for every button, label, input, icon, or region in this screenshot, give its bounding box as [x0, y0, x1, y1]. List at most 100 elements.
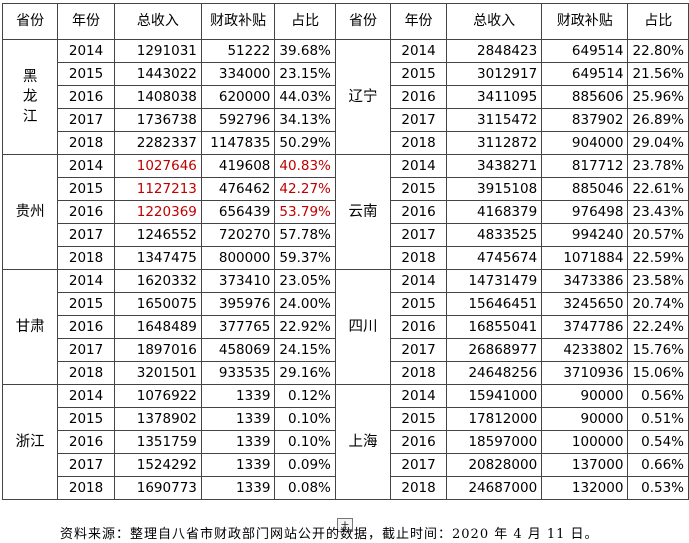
- subsidy-cell: 476462: [200, 177, 276, 201]
- income-cell: 24648256: [445, 361, 543, 385]
- subsidy-cell: 1147835: [200, 131, 276, 155]
- header-cell-income-left: 总收入: [113, 3, 202, 40]
- subsidy-cell: 100000: [541, 430, 629, 454]
- year-cell: 2018: [390, 131, 447, 155]
- subsidy-cell: 994240: [541, 223, 629, 247]
- province-name: 云南: [348, 204, 378, 220]
- subsidy-cell: 649514: [541, 39, 629, 63]
- income-cell: 15646451: [445, 292, 543, 316]
- subsidy-cell: 885606: [541, 85, 629, 109]
- subsidy-cell: 1339: [200, 476, 276, 500]
- header-cell-province-left: 省份: [1, 3, 59, 40]
- year-cell: 2017: [57, 223, 115, 247]
- income-cell: 26868977: [445, 338, 543, 362]
- subsidy-cell: 1339: [200, 430, 276, 454]
- ratio-cell: 0.51%: [627, 407, 689, 431]
- income-cell: 3915108: [445, 177, 543, 201]
- year-cell: 2016: [57, 200, 115, 224]
- ratio-cell: 22.61%: [627, 177, 689, 201]
- ratio-cell: 20.57%: [627, 223, 689, 247]
- year-cell: 2017: [390, 453, 447, 477]
- province-cell-right: 云南: [334, 154, 392, 270]
- table-row: 2015 1650075 395976 24.00% 2015 15646451 32456…: [3, 292, 689, 316]
- header-cell-province-right: 省份: [334, 3, 392, 40]
- province-name: 黑龙江: [22, 68, 38, 125]
- ratio-cell: 22.80%: [627, 39, 689, 63]
- ratio-cell: 20.74%: [627, 292, 689, 316]
- ratio-cell: 0.08%: [274, 476, 336, 500]
- year-cell: 2014: [57, 384, 115, 408]
- subsidy-cell: 3747786: [541, 315, 629, 339]
- ratio-cell: 21.56%: [627, 62, 689, 86]
- subsidy-cell: 334000: [200, 62, 276, 86]
- subsidy-cell: 51222: [200, 39, 276, 63]
- subsidy-cell: 800000: [200, 246, 276, 270]
- income-cell: 1690773: [113, 476, 202, 500]
- province-name: 辽宁: [348, 89, 378, 105]
- table-row: 2017 1524292 1339 0.09% 2017 20828000 137000 0.…: [3, 453, 689, 477]
- subsidy-cell: 458069: [200, 338, 276, 362]
- ratio-cell: 0.12%: [274, 384, 336, 408]
- income-cell: 24687000: [445, 476, 543, 500]
- subsidy-cell: 132000: [541, 476, 629, 500]
- ratio-cell: 29.04%: [627, 131, 689, 155]
- table-row: 甘肃 2014 1620332 373410 23.05% 四川 2014 14731479 3…: [1, 269, 689, 385]
- year-cell: 2016: [390, 315, 447, 339]
- ratio-cell: 40.83%: [274, 154, 336, 178]
- income-cell: 1027646: [113, 154, 202, 178]
- subsidy-cell: 904000: [541, 131, 629, 155]
- subsidy-cell: 885046: [541, 177, 629, 201]
- year-cell: 2014: [390, 269, 447, 293]
- subsidy-cell: 933535: [200, 361, 276, 385]
- ratio-cell: 15.76%: [627, 338, 689, 362]
- table-row: 贵州 2014 1027646 419608 40.83% 云南 2014 3438271 81…: [1, 154, 689, 270]
- year-cell: 2015: [57, 292, 115, 316]
- subsidy-cell: 1071884: [541, 246, 629, 270]
- province-cell-left: 黑龙江: [1, 39, 59, 155]
- income-cell: 1347475: [113, 246, 202, 270]
- ratio-cell: 23.78%: [627, 154, 689, 178]
- table-row: 2015 1443022 334000 23.15% 2015 3012917 649514…: [3, 62, 689, 86]
- income-cell: 3012917: [445, 62, 543, 86]
- subsidy-cell: 3710936: [541, 361, 629, 385]
- year-cell: 2016: [390, 200, 447, 224]
- income-cell: 3438271: [445, 154, 543, 178]
- year-cell: 2018: [390, 246, 447, 270]
- ratio-cell: 26.89%: [627, 108, 689, 132]
- subsidy-cell: 373410: [200, 269, 276, 293]
- subsidy-cell: 817712: [541, 154, 629, 178]
- ratio-cell: 53.79%: [274, 200, 336, 224]
- year-cell: 2018: [57, 361, 115, 385]
- ratio-cell: 22.24%: [627, 315, 689, 339]
- income-cell: 14731479: [445, 269, 543, 293]
- income-cell: 18597000: [445, 430, 543, 454]
- year-cell: 2014: [390, 384, 447, 408]
- income-cell: 1220369: [113, 200, 202, 224]
- province-name: 甘肃: [15, 319, 45, 335]
- province-name: 浙江: [15, 434, 45, 450]
- ratio-cell: 0.54%: [627, 430, 689, 454]
- year-cell: 2018: [390, 476, 447, 500]
- year-cell: 2015: [57, 177, 115, 201]
- ratio-cell: 0.66%: [627, 453, 689, 477]
- income-cell: 1736738: [113, 108, 202, 132]
- income-cell: 1443022: [113, 62, 202, 86]
- table-row: 2016 1351759 1339 0.10% 2016 18597000 100000 0.…: [3, 430, 689, 454]
- income-cell: 1648489: [113, 315, 202, 339]
- province-name: 贵州: [15, 204, 45, 220]
- subsidy-cell: 4233802: [541, 338, 629, 362]
- subsidy-cell: 592796: [200, 108, 276, 132]
- year-cell: 2015: [390, 292, 447, 316]
- ratio-cell: 34.13%: [274, 108, 336, 132]
- subsidy-table: 省份 年份 总收入 财政补贴 占比 省份 年份 总收入 财政补贴 占比 黑龙江 2…: [1, 3, 689, 500]
- subsidy-cell: 395976: [200, 292, 276, 316]
- year-cell: 2017: [57, 338, 115, 362]
- year-cell: 2017: [390, 108, 447, 132]
- province-name: 四川: [348, 319, 378, 335]
- income-cell: 1620332: [113, 269, 202, 293]
- table-row: 2016 1648489 377765 22.92% 2016 16855041 37477…: [3, 315, 689, 339]
- table-move-handle[interactable]: +: [337, 518, 353, 532]
- ratio-cell: 24.15%: [274, 338, 336, 362]
- subsidy-cell: 656439: [200, 200, 276, 224]
- year-cell: 2018: [57, 246, 115, 270]
